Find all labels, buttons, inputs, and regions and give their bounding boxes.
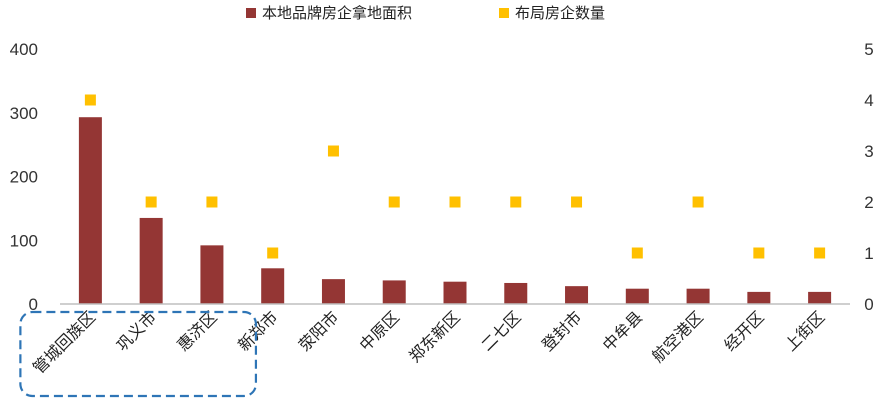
category-label: 管城回族区 [29,307,99,377]
bar [139,217,163,304]
bar [78,117,102,305]
bar [504,282,528,304]
legend-swatch-marker [499,8,509,18]
marker-series [84,94,826,259]
category-label: 登封市 [538,307,585,354]
category-label: 中原区 [356,307,403,354]
marker-point [814,247,826,259]
legend-swatch-bar [246,8,256,18]
bar [686,288,710,304]
left-tick-label: 300 [10,104,38,123]
right-tick-label: 0 [864,295,873,314]
marker-point [449,196,461,208]
bar [382,280,406,304]
category-label: 巩义市 [113,307,160,354]
marker-point [388,196,400,208]
marker-point [206,196,218,208]
marker-point [571,196,583,208]
category-label: 中牟县 [599,307,646,354]
marker-point [631,247,643,259]
right-tick-label: 2 [864,193,873,212]
category-label: 惠济区 [173,307,220,354]
marker-point [510,196,522,208]
right-axis: 0 1 2 3 4 5 [864,40,873,314]
category-label: 郑东新区 [405,307,464,366]
marker-point [753,247,765,259]
marker-point [145,196,157,208]
bar [747,291,771,304]
category-label: 上街区 [781,307,828,354]
marker-point [327,145,339,157]
bar [261,268,285,304]
bar [200,245,224,304]
bar-series [78,117,832,305]
legend-label-marker: 布局房企数量 [515,4,605,22]
bar [443,281,467,304]
bar [625,288,649,304]
category-label: 经开区 [720,307,767,354]
bar [808,291,832,304]
highlight-box [19,310,258,398]
left-tick-label: 400 [10,40,38,59]
marker-point [84,94,96,106]
bar [321,279,345,304]
marker-point [692,196,704,208]
legend: 本地品牌房企拿地面积 布局房企数量 [246,4,605,22]
left-axis: 0 100 200 300 400 [10,40,38,314]
bar [565,286,589,304]
category-label: 航空港区 [648,307,707,366]
left-tick-label: 0 [29,295,38,314]
right-tick-label: 5 [864,40,873,59]
right-tick-label: 1 [864,244,873,263]
marker-point [267,247,279,259]
category-labels: 管城回族区 巩义市 惠济区 新郑市 荥阳市 中原区 郑东新区 二七区 登封市 中牟县 航空港区 经开区… [29,307,828,377]
legend-label-bar: 本地品牌房企拿地面积 [262,4,412,22]
right-tick-label: 4 [864,91,873,110]
category-label: 荥阳市 [295,307,342,354]
left-tick-label: 200 [10,168,38,187]
right-tick-label: 3 [864,142,873,161]
category-label: 新郑市 [234,307,281,354]
category-label: 二七区 [477,307,524,354]
left-tick-label: 100 [10,231,38,250]
